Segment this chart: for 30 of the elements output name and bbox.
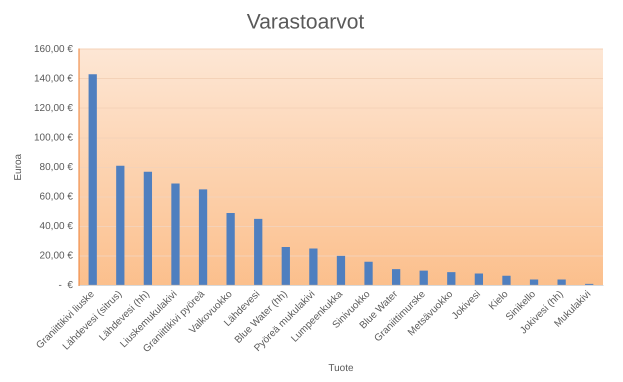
y-tick-label: 140,00 € — [34, 73, 74, 84]
bar — [530, 279, 538, 285]
bar — [502, 276, 511, 285]
bar — [392, 269, 400, 285]
bar — [309, 248, 318, 285]
y-tick-label: 120,00 € — [34, 102, 74, 114]
bar — [420, 270, 428, 285]
bar — [171, 184, 180, 285]
bar — [144, 172, 152, 285]
y-tick-label: 20,00 € — [40, 250, 74, 262]
y-axis-title: Euroa — [12, 154, 24, 181]
bar — [447, 272, 456, 285]
y-tick-label: 160,00 € — [34, 44, 74, 55]
y-tick-label: 40,00 € — [40, 221, 74, 232]
bar — [116, 166, 124, 285]
bar — [474, 274, 484, 285]
y-tick-label: - € — [58, 280, 74, 292]
bar — [557, 279, 566, 285]
bar — [88, 74, 97, 285]
bar — [282, 246, 290, 285]
bar — [198, 189, 208, 285]
y-tick-label: 100,00 € — [34, 132, 74, 144]
x-axis-title: Tuote — [328, 362, 354, 374]
bar — [254, 218, 262, 285]
y-tick-label: 60,00 € — [40, 192, 74, 203]
bar — [364, 262, 373, 285]
y-tick-label: 80,00 € — [40, 162, 74, 174]
chart-title: Varastoarvot — [246, 10, 364, 34]
bar — [226, 213, 235, 285]
bar — [336, 256, 346, 285]
